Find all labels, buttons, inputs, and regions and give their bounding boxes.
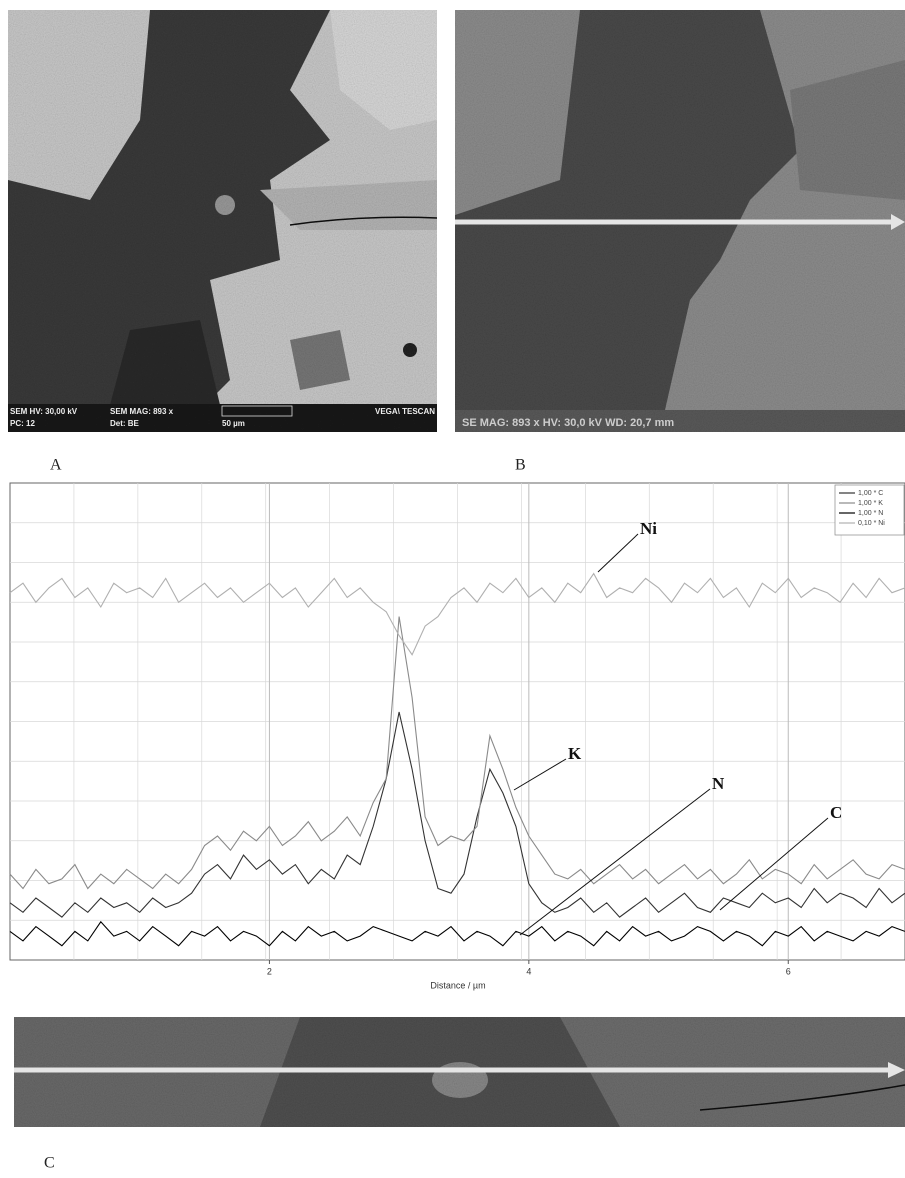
arrow-head: [891, 214, 905, 230]
x-tick-label: 6: [786, 966, 791, 976]
legend-label: 1,00 * K: [858, 500, 883, 507]
annotation: N: [712, 774, 725, 793]
chart: 2 4 6 Distance / µm 1,00 * C 1,00 * K 1,00 * N…: [9, 483, 905, 990]
data-line: [9, 572, 905, 656]
data-line: [9, 920, 905, 947]
data-line: [9, 711, 905, 918]
panel-label: A: [50, 457, 62, 474]
annotation-leader: [519, 788, 711, 936]
annotation-leader: [513, 758, 567, 791]
sem-info: PC: 12: [10, 419, 35, 428]
panel-label: C: [44, 1155, 55, 1172]
sem-info: VEGA\ TESCAN: [375, 407, 435, 416]
sem-info: SE MAG: 893 x HV: 30,0 kV WD: 20,7 mm: [462, 417, 674, 429]
sem-info: Det: BE: [110, 419, 140, 428]
legend-label: 0,10 * Ni: [858, 520, 885, 527]
annotation-leader: [597, 533, 639, 573]
annotation-leader: [719, 817, 829, 911]
annotation: K: [568, 744, 582, 763]
x-tick-label: 2: [267, 966, 272, 976]
scale-bar: [221, 405, 293, 417]
panel-label: B: [515, 457, 526, 474]
sem-info: SEM MAG: 893 x: [110, 407, 174, 416]
arrow-head: [888, 1062, 905, 1078]
annotation: Ni: [640, 519, 657, 538]
sem-image-a: [8, 10, 437, 432]
legend-label: 1,00 * C: [858, 490, 883, 497]
x-axis-label: Distance / µm: [430, 980, 485, 990]
sem-info: 50 µm: [222, 419, 245, 428]
sem-info: SEM HV: 30,00 kV: [10, 407, 78, 416]
annotation: C: [830, 803, 842, 822]
data-line: [9, 616, 905, 890]
legend-label: 1,00 * N: [858, 510, 883, 517]
x-tick-label: 4: [526, 966, 531, 976]
